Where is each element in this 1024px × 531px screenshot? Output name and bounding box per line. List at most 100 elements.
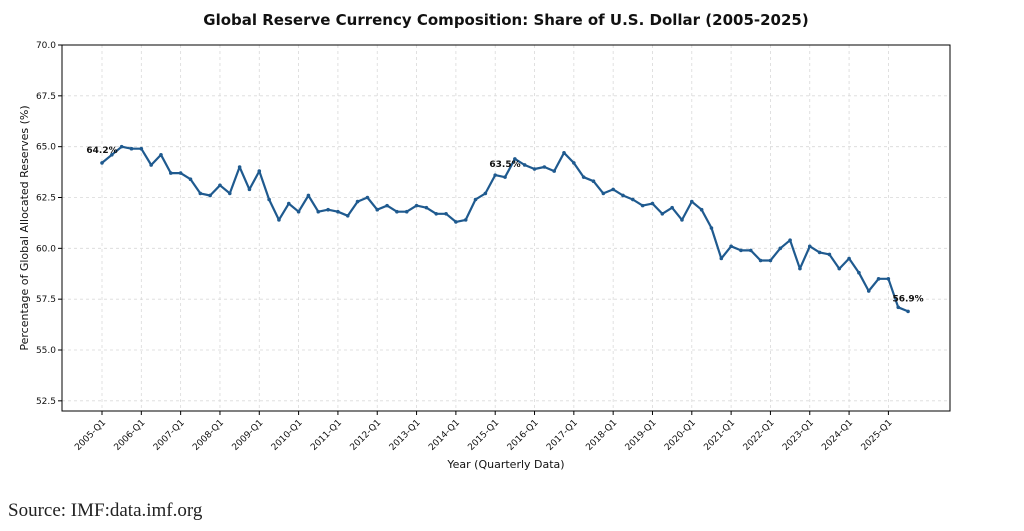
grid [62, 44, 950, 411]
x-tick-label: 2005-Q1 [73, 418, 108, 453]
data-point [424, 205, 429, 210]
annotation-label: 63.5% [489, 160, 520, 170]
data-point [336, 209, 340, 214]
x-tick-label: 2006-Q1 [113, 418, 148, 453]
data-point [660, 211, 665, 216]
annotation-label: 64.2% [86, 146, 117, 156]
data-point [788, 238, 792, 242]
data-point [247, 187, 252, 192]
data-point [365, 195, 370, 200]
y-tick-label: 55.0 [36, 346, 56, 356]
data-point [591, 179, 596, 184]
x-tick-label: 2024-Q1 [820, 418, 855, 453]
chart-title: Global Reserve Currency Composition: Sha… [203, 11, 808, 29]
x-tick-label: 2018-Q1 [584, 418, 619, 453]
x-tick-label: 2021-Q1 [702, 418, 737, 453]
x-tick-label: 2014-Q1 [427, 418, 462, 453]
data-point [237, 165, 242, 169]
data-point [395, 209, 399, 214]
x-tick-label: 2017-Q1 [545, 418, 580, 453]
data-point [827, 252, 832, 257]
data-point [503, 175, 507, 179]
data-point [719, 256, 724, 261]
data-point [454, 220, 458, 224]
annotation-label: 56.9% [892, 294, 923, 304]
data-point [306, 193, 311, 198]
data-point [493, 173, 498, 177]
data-point [768, 258, 773, 263]
x-tick-label: 2009-Q1 [231, 418, 266, 453]
y-tick-label: 57.5 [36, 295, 56, 305]
data-point [542, 165, 547, 169]
data-point [601, 191, 606, 196]
y-tick-label: 70.0 [36, 41, 56, 51]
data-point [296, 209, 301, 214]
y-tick-label: 60.0 [36, 244, 56, 254]
data-point [169, 171, 173, 175]
data-point [572, 161, 576, 165]
annotations: 64.2% 63.5% 56.9% [86, 146, 923, 304]
y-tick-label: 52.5 [36, 397, 56, 407]
y-tick-label: 67.5 [36, 92, 56, 102]
data-point [149, 163, 153, 167]
data-point [837, 266, 842, 271]
data-point [345, 214, 350, 218]
data-point [218, 183, 222, 188]
y-axis-label: Percentage of Global Allocated Reserves … [18, 105, 31, 350]
data-point [463, 218, 468, 222]
data-point [581, 175, 586, 179]
data-point [621, 193, 625, 198]
x-tick-label: 2025-Q1 [860, 418, 895, 453]
data-point [906, 309, 910, 314]
data-point [513, 157, 517, 161]
data-point [758, 258, 763, 263]
data-point [444, 211, 448, 216]
data-point [119, 144, 124, 149]
x-tick-label: 2015-Q1 [466, 418, 501, 453]
x-tick-label: 2008-Q1 [191, 418, 226, 453]
data-point [778, 246, 783, 251]
data-point [611, 187, 615, 192]
data-point [857, 270, 861, 275]
data-point [690, 199, 694, 204]
y-tick-label: 65.0 [36, 143, 56, 153]
data-point [483, 191, 488, 196]
plot-area [61, 44, 951, 412]
x-tick-label: 2012-Q1 [349, 418, 384, 453]
data-point [375, 207, 380, 212]
data-point [385, 203, 389, 208]
data-point [709, 226, 714, 230]
series-layer [100, 144, 910, 314]
data-point [110, 153, 114, 157]
data-point [434, 211, 439, 216]
data-point [729, 244, 733, 249]
x-axis-label: Year (Quarterly Data) [446, 458, 564, 471]
data-point [532, 167, 537, 171]
data-point [178, 171, 183, 175]
data-point [414, 203, 419, 208]
data-point [100, 161, 104, 165]
x-tick-label: 2023-Q1 [781, 418, 816, 453]
data-point [847, 256, 851, 261]
data-point [670, 205, 674, 210]
data-point [473, 197, 478, 202]
x-tick-label: 2013-Q1 [388, 418, 423, 453]
data-point [631, 197, 635, 202]
data-point [866, 289, 871, 293]
source-caption: Source: IMF:data.imf.org [8, 500, 203, 521]
data-point [699, 207, 704, 212]
y-tick-label: 62.5 [36, 194, 56, 204]
x-tick-label: 2007-Q1 [152, 418, 187, 453]
data-point [326, 207, 330, 212]
data-point [640, 203, 645, 208]
data-point [807, 244, 812, 249]
data-point [227, 191, 232, 196]
x-tick-label: 2022-Q1 [742, 418, 777, 453]
x-tick-label: 2019-Q1 [624, 418, 659, 453]
data-point [876, 277, 881, 281]
data-point [562, 150, 566, 155]
data-point [798, 266, 802, 271]
data-point [198, 191, 203, 196]
data-point [522, 163, 527, 167]
